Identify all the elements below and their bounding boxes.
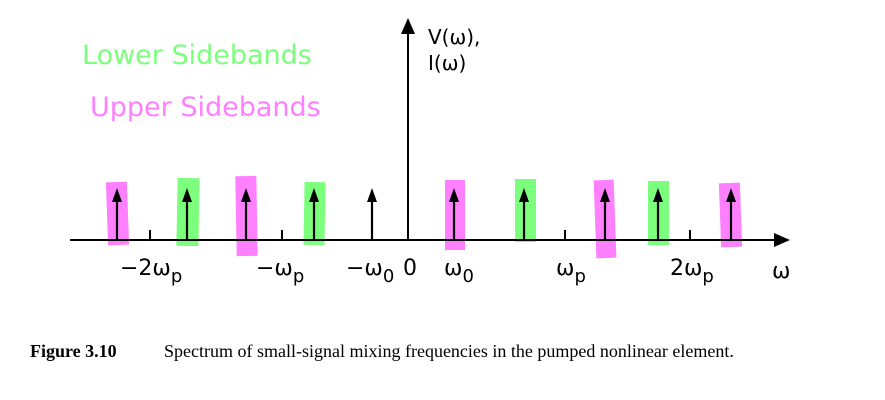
caption-text: Spectrum of small-signal mixing frequenc… <box>164 341 734 361</box>
legend-lower-sidebands: Lower Sidebands <box>82 40 312 71</box>
spectral-line-arrowhead <box>519 188 529 202</box>
tick-label: 0 <box>403 256 417 281</box>
tick-label: ωp <box>556 256 586 287</box>
tick-label: ω0 <box>444 256 474 287</box>
spectral-lines <box>112 188 736 240</box>
spectral-line-arrowhead <box>112 188 122 202</box>
tick-label: −ωp <box>256 256 304 287</box>
spectral-line-arrowhead <box>309 188 319 202</box>
spectral-line-arrowhead <box>241 188 251 202</box>
y-axis-label-line1: V(ω), <box>428 25 480 49</box>
spectral-line-arrowhead <box>449 188 459 202</box>
tick-labels: −2ωp −ωp −ω0 0 ω0 ωp 2ωp <box>120 256 714 287</box>
spectral-line-arrowhead <box>182 188 192 202</box>
sideband-highlights <box>105 175 743 259</box>
tick-label: −ω0 <box>346 256 394 287</box>
caption-label: Figure 3.10 <box>30 341 117 361</box>
legend-upper-sidebands: Upper Sidebands <box>90 92 321 123</box>
spectral-line-arrowhead <box>600 188 610 202</box>
axis-tick-marks <box>149 230 691 240</box>
tick-label: −2ωp <box>120 256 182 287</box>
spectral-line-arrowhead <box>653 188 663 202</box>
lower-sideband-highlight <box>515 179 536 242</box>
x-axis-label: ω <box>772 259 790 284</box>
spectral-line-arrowhead <box>367 188 377 202</box>
y-axis-label-line2: I(ω) <box>428 51 466 75</box>
spectral-line-arrowhead <box>726 188 736 202</box>
frequency-axis-arrowhead <box>774 233 790 247</box>
amplitude-axis-arrowhead <box>401 18 415 34</box>
tick-label: 2ωp <box>670 256 714 287</box>
